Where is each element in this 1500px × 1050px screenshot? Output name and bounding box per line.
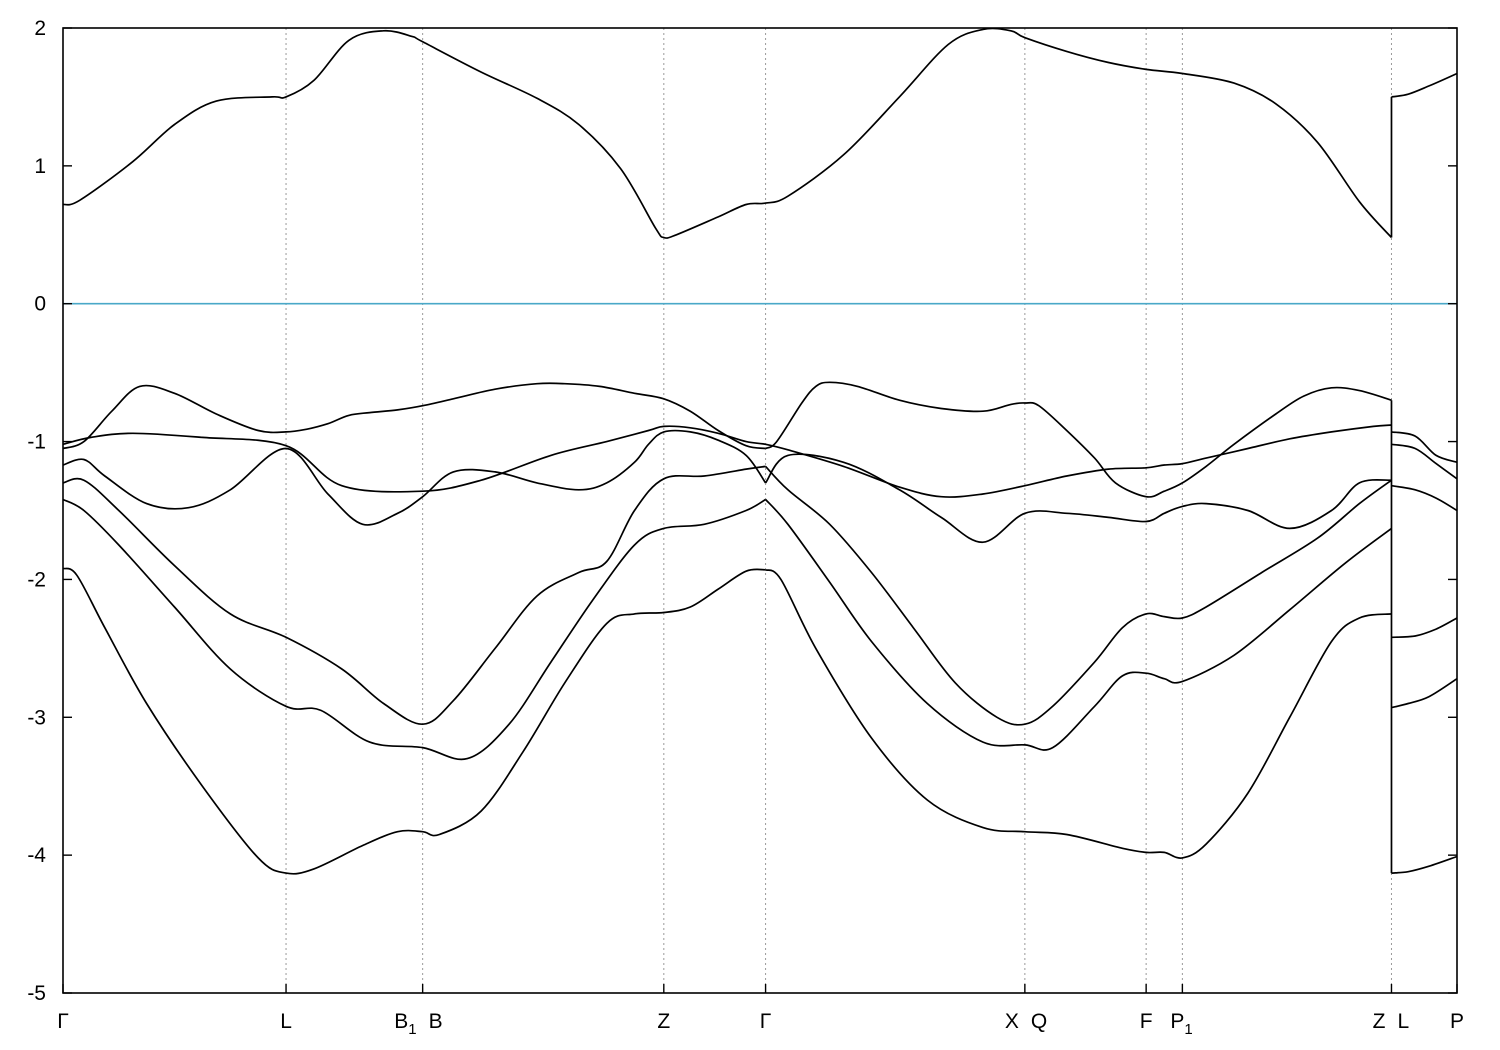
- band-line-11: [764, 465, 1392, 726]
- y-axis: 2 1 0 -1 -2 -3 -4 -5: [27, 17, 1457, 1005]
- x-tick-label: P: [1450, 1010, 1464, 1033]
- x-tick-label: Q: [1031, 1010, 1047, 1033]
- band-line-9: [1391, 484, 1458, 512]
- y-tick-label: -1: [27, 431, 46, 454]
- x-tick-label: Z: [1373, 1010, 1386, 1033]
- x-tick-label: Γ: [760, 1010, 772, 1033]
- band-line-3: [765, 381, 1392, 498]
- y-tick-label: 2: [34, 17, 46, 40]
- x-tick-label: B1: [394, 1010, 416, 1038]
- y-tick-label: -2: [27, 568, 46, 591]
- band-line-17: [765, 568, 1392, 859]
- x-tick-label: F: [1140, 1010, 1153, 1033]
- band-line-6: [1391, 443, 1458, 480]
- band-line-12: [1391, 617, 1458, 639]
- band-line-15: [1391, 677, 1458, 709]
- y-tick-label: -5: [27, 982, 46, 1005]
- x-tick-label: L: [280, 1010, 292, 1033]
- x-tick-label: Γ: [57, 1010, 69, 1033]
- band-line-0: [62, 27, 1393, 239]
- band-line-2: [62, 382, 766, 450]
- band-line-16: [62, 567, 766, 875]
- y-tick-label: 1: [34, 155, 46, 178]
- band-line-18: [1391, 855, 1458, 874]
- band-line-13: [62, 498, 767, 761]
- band-line-5: [62, 424, 1392, 498]
- band-line-1: [1391, 72, 1458, 98]
- y-tick-label: 0: [34, 293, 46, 316]
- band-line-8: [764, 453, 1392, 544]
- x-axis: Γ L B1 B Z Γ X Q F P1 Z L P: [57, 984, 1464, 1038]
- band-line-10: [62, 465, 766, 726]
- band-line-7: [62, 429, 767, 526]
- y-tick-label: -3: [27, 706, 46, 729]
- plot-frame: [62, 27, 1458, 994]
- y-tick-label: -4: [27, 844, 46, 867]
- x-tick-label: P1: [1170, 1010, 1192, 1038]
- x-tick-label: L: [1397, 1010, 1409, 1033]
- x-tick-label: B: [429, 1010, 443, 1033]
- k-point-grid-lines: [285, 28, 1393, 993]
- band-line-4: [1391, 431, 1458, 464]
- energy-bands: [62, 27, 1458, 875]
- x-tick-label: Z: [657, 1010, 670, 1033]
- x-tick-label: X: [1005, 1010, 1019, 1033]
- band-line-14: [764, 498, 1393, 751]
